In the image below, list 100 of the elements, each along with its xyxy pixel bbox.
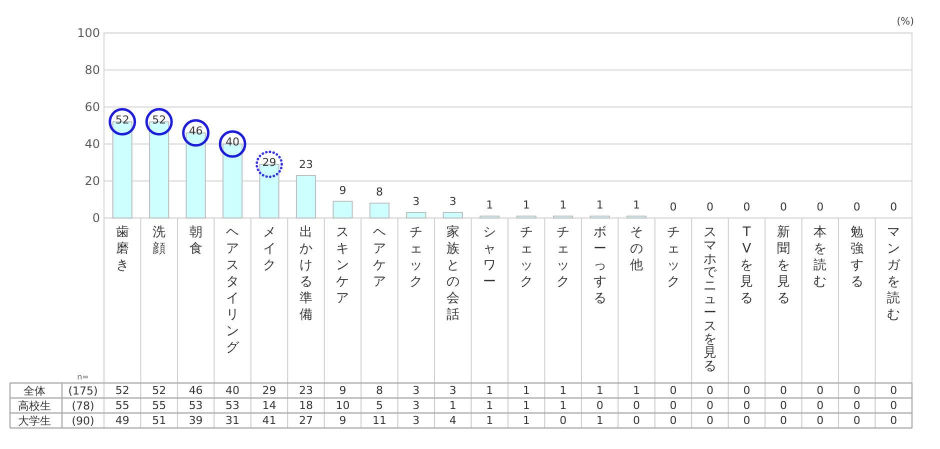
data-label: 5: [376, 399, 383, 412]
data-label: 3: [412, 414, 420, 427]
data-label: 1: [486, 399, 494, 412]
x-tick-label: チェック: [520, 225, 533, 290]
data-label: 49: [115, 414, 130, 427]
data-label: 40: [226, 384, 240, 397]
x-tick-label: チェック: [556, 225, 570, 290]
text: n=: [77, 372, 89, 382]
x-tick-label: チェック: [666, 225, 680, 290]
data-label: 9: [339, 184, 346, 197]
data-label: 0: [560, 414, 567, 427]
data-label: 0: [706, 200, 714, 214]
data-label: 0: [596, 399, 604, 412]
data-label: 1: [596, 384, 604, 397]
data-label: 0: [780, 399, 787, 412]
y-tick-label: 0: [92, 211, 100, 225]
data-label: 0: [743, 399, 750, 412]
data-label: 0: [633, 399, 640, 412]
data-label: 0: [816, 399, 824, 412]
x-tick-label: マンガを読む: [887, 225, 902, 322]
data-label: 0: [816, 200, 824, 214]
data-label: 0: [853, 414, 860, 427]
data-label: 52: [115, 384, 130, 397]
x-tick-label: ヘアスタイリング: [226, 225, 240, 356]
data-label: 0: [706, 414, 714, 427]
data-label: 0: [890, 414, 898, 427]
data-label: 4: [449, 414, 456, 427]
data-label: 0: [670, 399, 677, 412]
data-label: 3: [412, 399, 420, 412]
data-label: 1: [449, 399, 456, 412]
x-tick-label: 勉強する: [850, 225, 864, 290]
data-label: 9: [339, 384, 346, 397]
x-tick-label: ヘアケア: [372, 225, 386, 290]
category-label: 大学生 (90): [18, 414, 94, 427]
data-label: 1: [633, 198, 640, 212]
x-tick-label: 出かける準備: [300, 225, 312, 322]
x-tick-label: メイク: [262, 225, 276, 273]
data-label: 53: [226, 399, 240, 412]
data-label: 8: [376, 384, 383, 397]
data-label: 0: [780, 200, 787, 214]
data-label: 0: [853, 200, 860, 214]
x-tick-label: 本を読む: [814, 225, 827, 290]
bar: [442, 212, 463, 218]
category-label: スマホでニュースを見る: [704, 225, 716, 374]
data-label: 1: [486, 384, 494, 397]
data-label: 29: [262, 156, 276, 169]
data-label: 1: [560, 384, 567, 397]
data-label: 0: [670, 414, 677, 427]
data-label: 1: [522, 399, 530, 412]
data-label: 23: [299, 158, 313, 171]
data-label: 14: [262, 399, 276, 412]
x-tick-label: 歯磨き: [116, 225, 129, 273]
data-label: 1: [633, 384, 640, 397]
data-label: 1: [596, 414, 604, 427]
data-label: 9: [339, 414, 346, 427]
data-label: 0: [743, 200, 750, 214]
data-label: 0: [890, 200, 898, 214]
x-tick-label: スキンケア: [336, 225, 350, 306]
bar: [369, 202, 390, 218]
data-label: 3: [449, 384, 456, 397]
data-label: 3: [412, 194, 420, 208]
data-label: 0: [890, 384, 898, 397]
data-label: 11: [372, 414, 386, 427]
x-tick-label: ボーっする: [593, 225, 606, 306]
data-label: 1: [522, 384, 530, 397]
category-label: 全体 (175): [23, 384, 98, 397]
category-label: 高校生 (78): [18, 399, 94, 412]
y-tick-label: 100: [77, 26, 100, 40]
data-label: 1: [522, 414, 530, 427]
x-tick-label: 新聞を見る: [776, 225, 790, 306]
y-tick-label: 80: [84, 63, 100, 77]
data-label: 0: [633, 414, 640, 427]
data-label: 46: [188, 384, 203, 397]
data-label: 10: [336, 399, 350, 412]
bar: [296, 174, 316, 218]
data-label: 52: [152, 113, 166, 126]
data-label: 0: [780, 414, 787, 427]
y-tick-label: 40: [84, 137, 100, 151]
x-tick-label: チェック: [410, 225, 423, 290]
data-label: 0: [743, 384, 750, 397]
data-label: 55: [115, 399, 130, 412]
y-tick-label: 20: [84, 174, 100, 188]
x-tick-label: 朝食: [189, 225, 202, 256]
data-label: 52: [115, 113, 130, 126]
y-axis-title: (%): [896, 16, 914, 28]
bar: [406, 212, 426, 218]
data-label: 53: [188, 399, 203, 412]
data-label: 31: [226, 414, 240, 427]
data-label: 29: [262, 384, 276, 397]
data-label: 8: [376, 186, 383, 199]
data-label: 0: [743, 414, 750, 427]
data-label: 3: [449, 194, 456, 208]
data-label: 0: [853, 399, 860, 412]
x-tick-label: その他: [630, 225, 644, 273]
y-tick-label: 60: [84, 100, 100, 114]
data-label: 0: [670, 200, 677, 214]
data-label: 0: [780, 384, 787, 397]
data-label: 46: [188, 124, 203, 138]
data-label: 1: [522, 198, 530, 212]
data-label: 23: [299, 384, 313, 397]
